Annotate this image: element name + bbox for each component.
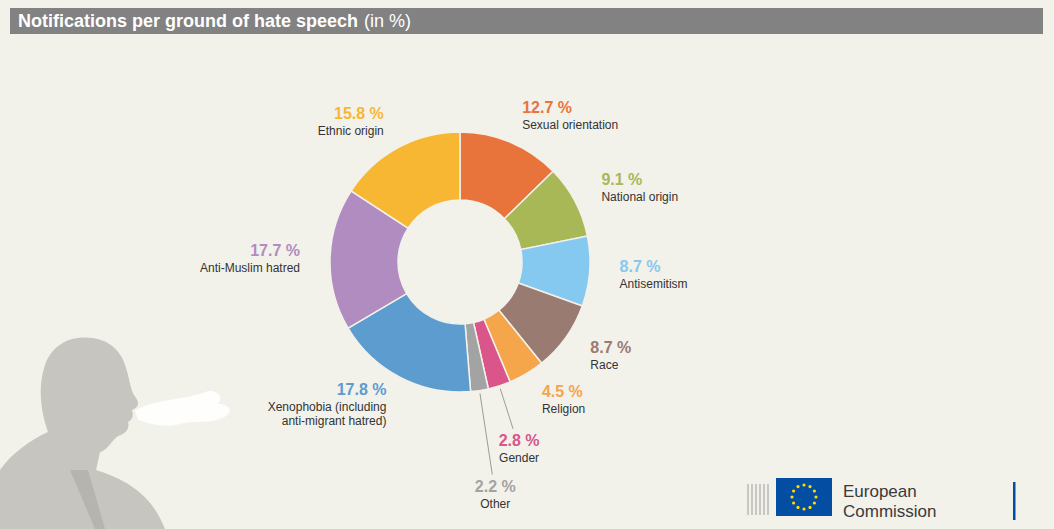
value-label: 9.1 % xyxy=(601,171,642,188)
slice-label: 8.7 % Race xyxy=(590,339,631,372)
category-label: Religion xyxy=(542,402,585,416)
category-line: Antisemitism xyxy=(620,277,688,291)
logo: EuropeanCommission xyxy=(748,478,1016,521)
slice-label: 4.5 % Religion xyxy=(542,383,585,416)
category-line: National origin xyxy=(601,190,678,204)
slice-label: 8.7 % Antisemitism xyxy=(620,258,688,291)
logo-stripe xyxy=(767,484,769,515)
category-line: Other xyxy=(480,497,510,511)
logo-stripe xyxy=(751,484,753,515)
category-line: Religion xyxy=(542,402,585,416)
slice-label: 2.8 % Gender xyxy=(499,389,540,465)
logo-star xyxy=(808,506,811,509)
logo-stripe xyxy=(763,484,765,515)
chart: Notifications per ground of hate speech (… xyxy=(0,0,1054,529)
silhouette-collar xyxy=(70,470,105,529)
category-label: Sexual orientation xyxy=(522,118,618,132)
slice-label: 12.7 % Sexual orientation xyxy=(522,99,618,132)
category-label: Anti-Muslim hatred xyxy=(200,261,300,275)
category-label: Antisemitism xyxy=(620,277,688,291)
slice-label: 2.2 % Other xyxy=(475,393,516,511)
logo-star xyxy=(796,485,799,488)
value-label: 17.8 % xyxy=(337,381,387,398)
logo-star xyxy=(796,506,799,509)
logo-star xyxy=(802,483,805,486)
labels: 12.7 % Sexual orientation 9.1 % National or… xyxy=(200,99,688,512)
value-label: 2.8 % xyxy=(499,432,540,449)
logo-text: Commission xyxy=(843,502,937,521)
value-label: 8.7 % xyxy=(620,258,661,275)
logo-bar xyxy=(1013,482,1016,520)
value-label: 12.7 % xyxy=(522,99,572,116)
category-line: anti-migrant hatred) xyxy=(282,414,387,428)
category-label: Other xyxy=(480,497,510,511)
category-label: Xenophobia (includinganti-migrant hatred… xyxy=(268,400,387,428)
slice-label: 17.8 % Xenophobia (includinganti-migrant … xyxy=(268,381,387,428)
logo-star xyxy=(802,507,805,510)
value-label: 15.8 % xyxy=(334,105,384,122)
value-label: 8.7 % xyxy=(590,339,631,356)
leader-line xyxy=(500,389,513,429)
background xyxy=(0,0,1054,529)
logo-star xyxy=(792,489,795,492)
title-bar xyxy=(10,8,1043,34)
category-line: Race xyxy=(590,358,618,372)
title: Notifications per ground of hate speech (… xyxy=(18,11,411,31)
category-label: Gender xyxy=(499,451,539,465)
logo-flag xyxy=(776,478,832,516)
logo-stripe xyxy=(755,484,757,515)
logo-star xyxy=(813,501,816,504)
category-label: Ethnic origin xyxy=(318,124,384,138)
smoke xyxy=(135,391,230,426)
logo-star xyxy=(808,485,811,488)
logo-stripe xyxy=(759,484,761,515)
logo-star xyxy=(790,495,793,498)
category-line: Gender xyxy=(499,451,539,465)
title-main: Notifications per ground of hate speech xyxy=(18,11,358,31)
value-label: 17.7 % xyxy=(250,242,300,259)
slice-label: 17.7 % Anti-Muslim hatred xyxy=(200,242,300,275)
leader-line xyxy=(480,393,492,474)
title-unit: (in %) xyxy=(364,11,411,31)
slices xyxy=(330,132,590,392)
silhouette xyxy=(0,337,230,529)
slice-label: 15.8 % Ethnic origin xyxy=(318,105,384,138)
category-label: National origin xyxy=(601,190,678,204)
category-line: Sexual orientation xyxy=(522,118,618,132)
category-line: Anti-Muslim hatred xyxy=(200,261,300,275)
value-label: 4.5 % xyxy=(542,383,583,400)
logo-star xyxy=(813,489,816,492)
slice xyxy=(351,132,460,228)
silhouette-figure xyxy=(0,337,165,529)
logo-star xyxy=(814,495,817,498)
slice-label: 9.1 % National origin xyxy=(601,171,678,204)
category-label: Race xyxy=(590,358,618,372)
value-label: 2.2 % xyxy=(475,478,516,495)
logo-text: European xyxy=(843,482,917,501)
category-line: Ethnic origin xyxy=(318,124,384,138)
logo-star xyxy=(792,501,795,504)
logo-stripe xyxy=(747,484,749,515)
category-line: Xenophobia (including xyxy=(268,400,387,414)
